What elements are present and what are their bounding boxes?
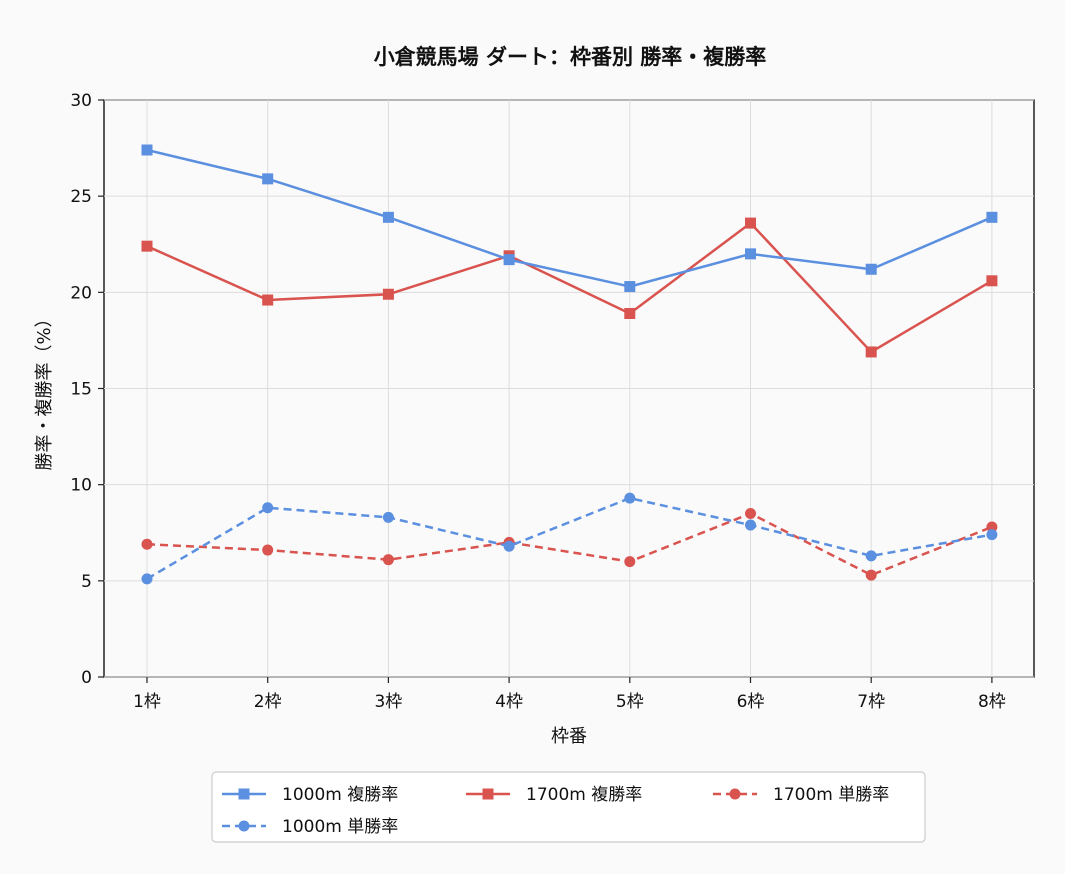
x-tick-label: 2枠 bbox=[254, 692, 282, 712]
data-point bbox=[986, 521, 998, 533]
x-tick-label: 3枠 bbox=[374, 692, 402, 712]
y-tick-label: 5 bbox=[81, 572, 92, 592]
legend-label: 1000m 複勝率 bbox=[282, 785, 398, 805]
chart-title: 小倉競馬場 ダート：枠番別 勝率・複勝率 bbox=[374, 45, 767, 69]
data-point bbox=[382, 554, 394, 566]
legend-label: 1000m 単勝率 bbox=[282, 817, 398, 837]
data-point bbox=[141, 240, 153, 252]
y-tick-label: 30 bbox=[70, 91, 92, 111]
data-point bbox=[745, 519, 756, 531]
series-0 bbox=[141, 144, 998, 293]
legend-item: 1700m 複勝率 bbox=[466, 785, 642, 805]
y-tick-label: 10 bbox=[70, 476, 92, 496]
data-point bbox=[262, 294, 274, 306]
legend-label: 1700m 複勝率 bbox=[526, 785, 642, 805]
x-tick-label: 5枠 bbox=[616, 692, 644, 712]
data-point bbox=[503, 540, 515, 552]
data-point bbox=[865, 550, 877, 562]
data-point bbox=[624, 307, 636, 319]
legend-box bbox=[211, 771, 926, 843]
data-point bbox=[745, 508, 756, 520]
x-axis-label: 枠番 bbox=[551, 726, 587, 747]
data-point bbox=[624, 556, 636, 568]
data-point bbox=[503, 254, 515, 266]
y-tick-label: 0 bbox=[81, 668, 92, 688]
data-point bbox=[262, 173, 274, 185]
x-tick-label: 8枠 bbox=[978, 692, 1006, 712]
data-point bbox=[986, 529, 998, 541]
data-point bbox=[382, 511, 394, 523]
series-1 bbox=[141, 492, 998, 585]
x-tick-label: 4枠 bbox=[495, 692, 523, 712]
y-tick-label: 15 bbox=[70, 380, 92, 400]
legend-marker bbox=[238, 788, 250, 800]
data-point bbox=[865, 346, 877, 358]
data-point bbox=[382, 211, 394, 223]
grid-lines bbox=[104, 99, 1034, 678]
data-point bbox=[141, 144, 153, 156]
x-tick-label: 1枠 bbox=[133, 692, 161, 712]
data-point bbox=[262, 502, 274, 514]
series-layer bbox=[141, 144, 998, 585]
series-line bbox=[146, 221, 993, 354]
data-point bbox=[382, 288, 394, 300]
legend-marker bbox=[238, 820, 250, 832]
data-point bbox=[865, 263, 877, 275]
data-point bbox=[624, 492, 636, 504]
legend-marker bbox=[729, 788, 741, 800]
x-tick-label: 6枠 bbox=[737, 692, 765, 712]
y-tick-label: 25 bbox=[70, 187, 92, 207]
y-tick-label: 20 bbox=[70, 283, 92, 303]
legend-label: 1700m 単勝率 bbox=[773, 785, 889, 805]
series-line bbox=[146, 512, 993, 577]
legend-item: 1700m 単勝率 bbox=[713, 785, 889, 805]
data-point bbox=[262, 544, 274, 556]
series-3 bbox=[141, 508, 998, 581]
data-point bbox=[141, 538, 153, 550]
y-axis-label: 勝率・複勝率（%） bbox=[34, 309, 55, 470]
legend: 1000m 複勝率 1700m 複勝率 1700m 単勝率 1000m 単勝率 bbox=[211, 771, 926, 843]
series-line bbox=[146, 496, 993, 580]
data-point bbox=[865, 569, 877, 581]
data-point bbox=[624, 281, 636, 293]
data-point bbox=[745, 217, 756, 229]
legend-marker bbox=[482, 788, 494, 800]
y-axis: 0 5 10 15 20 25 30 bbox=[70, 91, 104, 688]
data-point bbox=[745, 248, 756, 260]
x-tick-label: 7枠 bbox=[857, 692, 885, 712]
data-point bbox=[986, 211, 998, 223]
legend-item: 1000m 複勝率 bbox=[222, 785, 398, 805]
data-point bbox=[986, 275, 998, 287]
data-point bbox=[141, 573, 153, 585]
legend-item: 1000m 単勝率 bbox=[222, 817, 398, 837]
series-line bbox=[146, 148, 993, 288]
x-axis: 1枠 2枠 3枠 4枠 5枠 6枠 7枠 8枠 bbox=[133, 677, 1006, 712]
